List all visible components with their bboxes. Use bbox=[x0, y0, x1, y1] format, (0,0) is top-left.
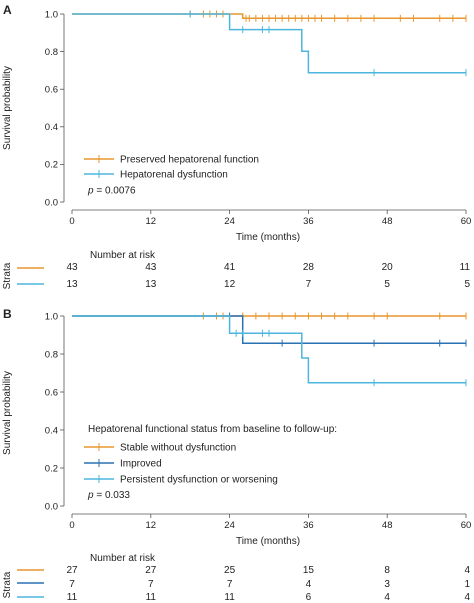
panel-a-x-axis-title: Time (months) bbox=[236, 232, 300, 243]
x-tick-label: 36 bbox=[303, 216, 314, 227]
risk-count: 13 bbox=[145, 279, 157, 290]
risk-count: 11 bbox=[460, 262, 471, 273]
y-tick-label: 0.2 bbox=[45, 160, 58, 171]
p-symbol: p bbox=[87, 490, 94, 501]
legend-label-preserved: Preserved hepatorenal function bbox=[120, 155, 259, 166]
p-symbol: p bbox=[87, 186, 94, 197]
x-tick-label: 60 bbox=[461, 520, 472, 531]
risk-count: 13 bbox=[66, 279, 78, 290]
y-tick-label: 0.6 bbox=[45, 387, 58, 398]
panel-b-curves bbox=[72, 312, 467, 387]
strata-label: Strata bbox=[2, 571, 13, 598]
y-tick-label: 1.0 bbox=[45, 311, 58, 322]
risk-count: 7 bbox=[148, 579, 154, 590]
survival-curve-series-3 bbox=[72, 315, 466, 384]
panel-a-p-value: p = 0.0076 bbox=[87, 186, 136, 197]
legend-label-improved: Improved bbox=[120, 459, 162, 470]
panel-a-risk-numbers: 43 43 41 28 20 11 13 13 12 7 5 5 bbox=[66, 262, 470, 290]
panel-b-label: B bbox=[3, 307, 12, 321]
survival-curve-series-2 bbox=[72, 315, 466, 344]
x-tick-label: 24 bbox=[224, 520, 235, 531]
panel-b-y-axis-title: Survival probability bbox=[2, 371, 13, 455]
x-tick-label: 36 bbox=[303, 520, 314, 531]
risk-count: 8 bbox=[384, 565, 390, 576]
panel-b-axes: 0.0 0.2 0.4 0.6 0.8 1.0 0 12 24 36 48 60 bbox=[45, 311, 472, 531]
risk-count: 15 bbox=[303, 565, 315, 576]
risk-count: 43 bbox=[145, 262, 157, 273]
risk-count: 6 bbox=[306, 592, 312, 603]
risk-count: 27 bbox=[66, 565, 78, 576]
risk-table-title: Number at risk bbox=[90, 553, 156, 564]
risk-count: 12 bbox=[224, 279, 236, 290]
risk-count: 41 bbox=[224, 262, 236, 273]
risk-table-title: Number at risk bbox=[90, 250, 156, 261]
p-value-text: = 0.033 bbox=[94, 490, 131, 501]
risk-count: 7 bbox=[69, 579, 75, 590]
risk-count: 11 bbox=[146, 592, 157, 603]
panel-a-legend: Preserved hepatorenal function Hepatoren… bbox=[84, 155, 259, 197]
x-tick-label: 12 bbox=[146, 216, 157, 227]
risk-count: 7 bbox=[227, 579, 233, 590]
x-tick-label: 48 bbox=[382, 216, 393, 227]
panel-a-risk-table: Number at risk Strata 43 43 41 28 20 11 13 13 12… bbox=[2, 250, 470, 290]
p-value-text: = 0.0076 bbox=[94, 186, 136, 197]
y-tick-label: 1.0 bbox=[45, 9, 58, 20]
x-tick-label: 0 bbox=[69, 216, 74, 227]
panel-b: B Survival probability 0.0 0.2 0.4 0.6 0.8 1.… bbox=[2, 307, 471, 603]
risk-count: 11 bbox=[224, 592, 235, 603]
panel-a-label: A bbox=[3, 3, 12, 17]
y-tick-label: 0.2 bbox=[45, 463, 58, 474]
panel-b-risk-numbers: 27 27 25 15 8 47 7 7 4 3 111 11 11 6 4 4 bbox=[66, 565, 470, 603]
x-tick-label: 24 bbox=[224, 216, 235, 227]
legend-label-persistent: Persistent dysfunction or worsening bbox=[120, 475, 278, 486]
survival-curve-series-2 bbox=[72, 13, 466, 74]
x-tick-label: 48 bbox=[382, 520, 393, 531]
risk-count: 4 bbox=[306, 579, 312, 590]
y-tick-label: 0.8 bbox=[45, 47, 58, 58]
risk-count: 4 bbox=[464, 592, 470, 603]
panel-b-p-value: p = 0.033 bbox=[87, 490, 130, 501]
panel-a: A Survival probability 0.0 0.2 0.4 0.6 0.8 1.… bbox=[2, 3, 471, 290]
risk-count: 3 bbox=[384, 579, 390, 590]
risk-count: 5 bbox=[384, 279, 390, 290]
risk-count: 5 bbox=[464, 279, 470, 290]
panel-a-y-axis-title: Survival probability bbox=[2, 66, 13, 150]
legend-label-dysfunction: Hepatorenal dysfunction bbox=[120, 170, 228, 181]
risk-count: 4 bbox=[384, 592, 390, 603]
risk-count: 7 bbox=[306, 279, 312, 290]
x-tick-label: 60 bbox=[461, 216, 472, 227]
risk-count: 1 bbox=[464, 579, 470, 590]
x-tick-label: 0 bbox=[69, 520, 74, 531]
risk-count: 20 bbox=[382, 262, 394, 273]
y-tick-label: 0.8 bbox=[45, 349, 58, 360]
risk-count: 11 bbox=[67, 592, 78, 603]
panel-b-legend: Hepatorenal functional status from basel… bbox=[84, 424, 337, 501]
panel-b-risk-table: Number at risk Strata 27 27 25 15 8 47 7 7 4 3 111… bbox=[2, 553, 470, 603]
risk-count: 25 bbox=[224, 565, 236, 576]
y-tick-label: 0.0 bbox=[45, 501, 58, 512]
risk-count: 4 bbox=[464, 565, 470, 576]
panel-a-axes: 0.0 0.2 0.4 0.6 0.8 1.0 0 12 24 36 48 60 bbox=[45, 9, 472, 227]
panel-b-x-axis-title: Time (months) bbox=[236, 536, 300, 547]
legend-title: Hepatorenal functional status from basel… bbox=[88, 424, 337, 435]
y-tick-label: 0.0 bbox=[45, 197, 58, 208]
strata-label: Strata bbox=[2, 262, 13, 289]
panel-a-curves bbox=[72, 10, 467, 77]
y-tick-label: 0.4 bbox=[45, 425, 58, 436]
legend-label-stable: Stable without dysfunction bbox=[120, 443, 236, 454]
risk-count: 43 bbox=[66, 262, 78, 273]
x-tick-label: 12 bbox=[146, 520, 157, 531]
risk-count: 27 bbox=[145, 565, 157, 576]
y-tick-label: 0.4 bbox=[45, 122, 58, 133]
risk-count: 28 bbox=[303, 262, 315, 273]
y-tick-label: 0.6 bbox=[45, 85, 58, 96]
